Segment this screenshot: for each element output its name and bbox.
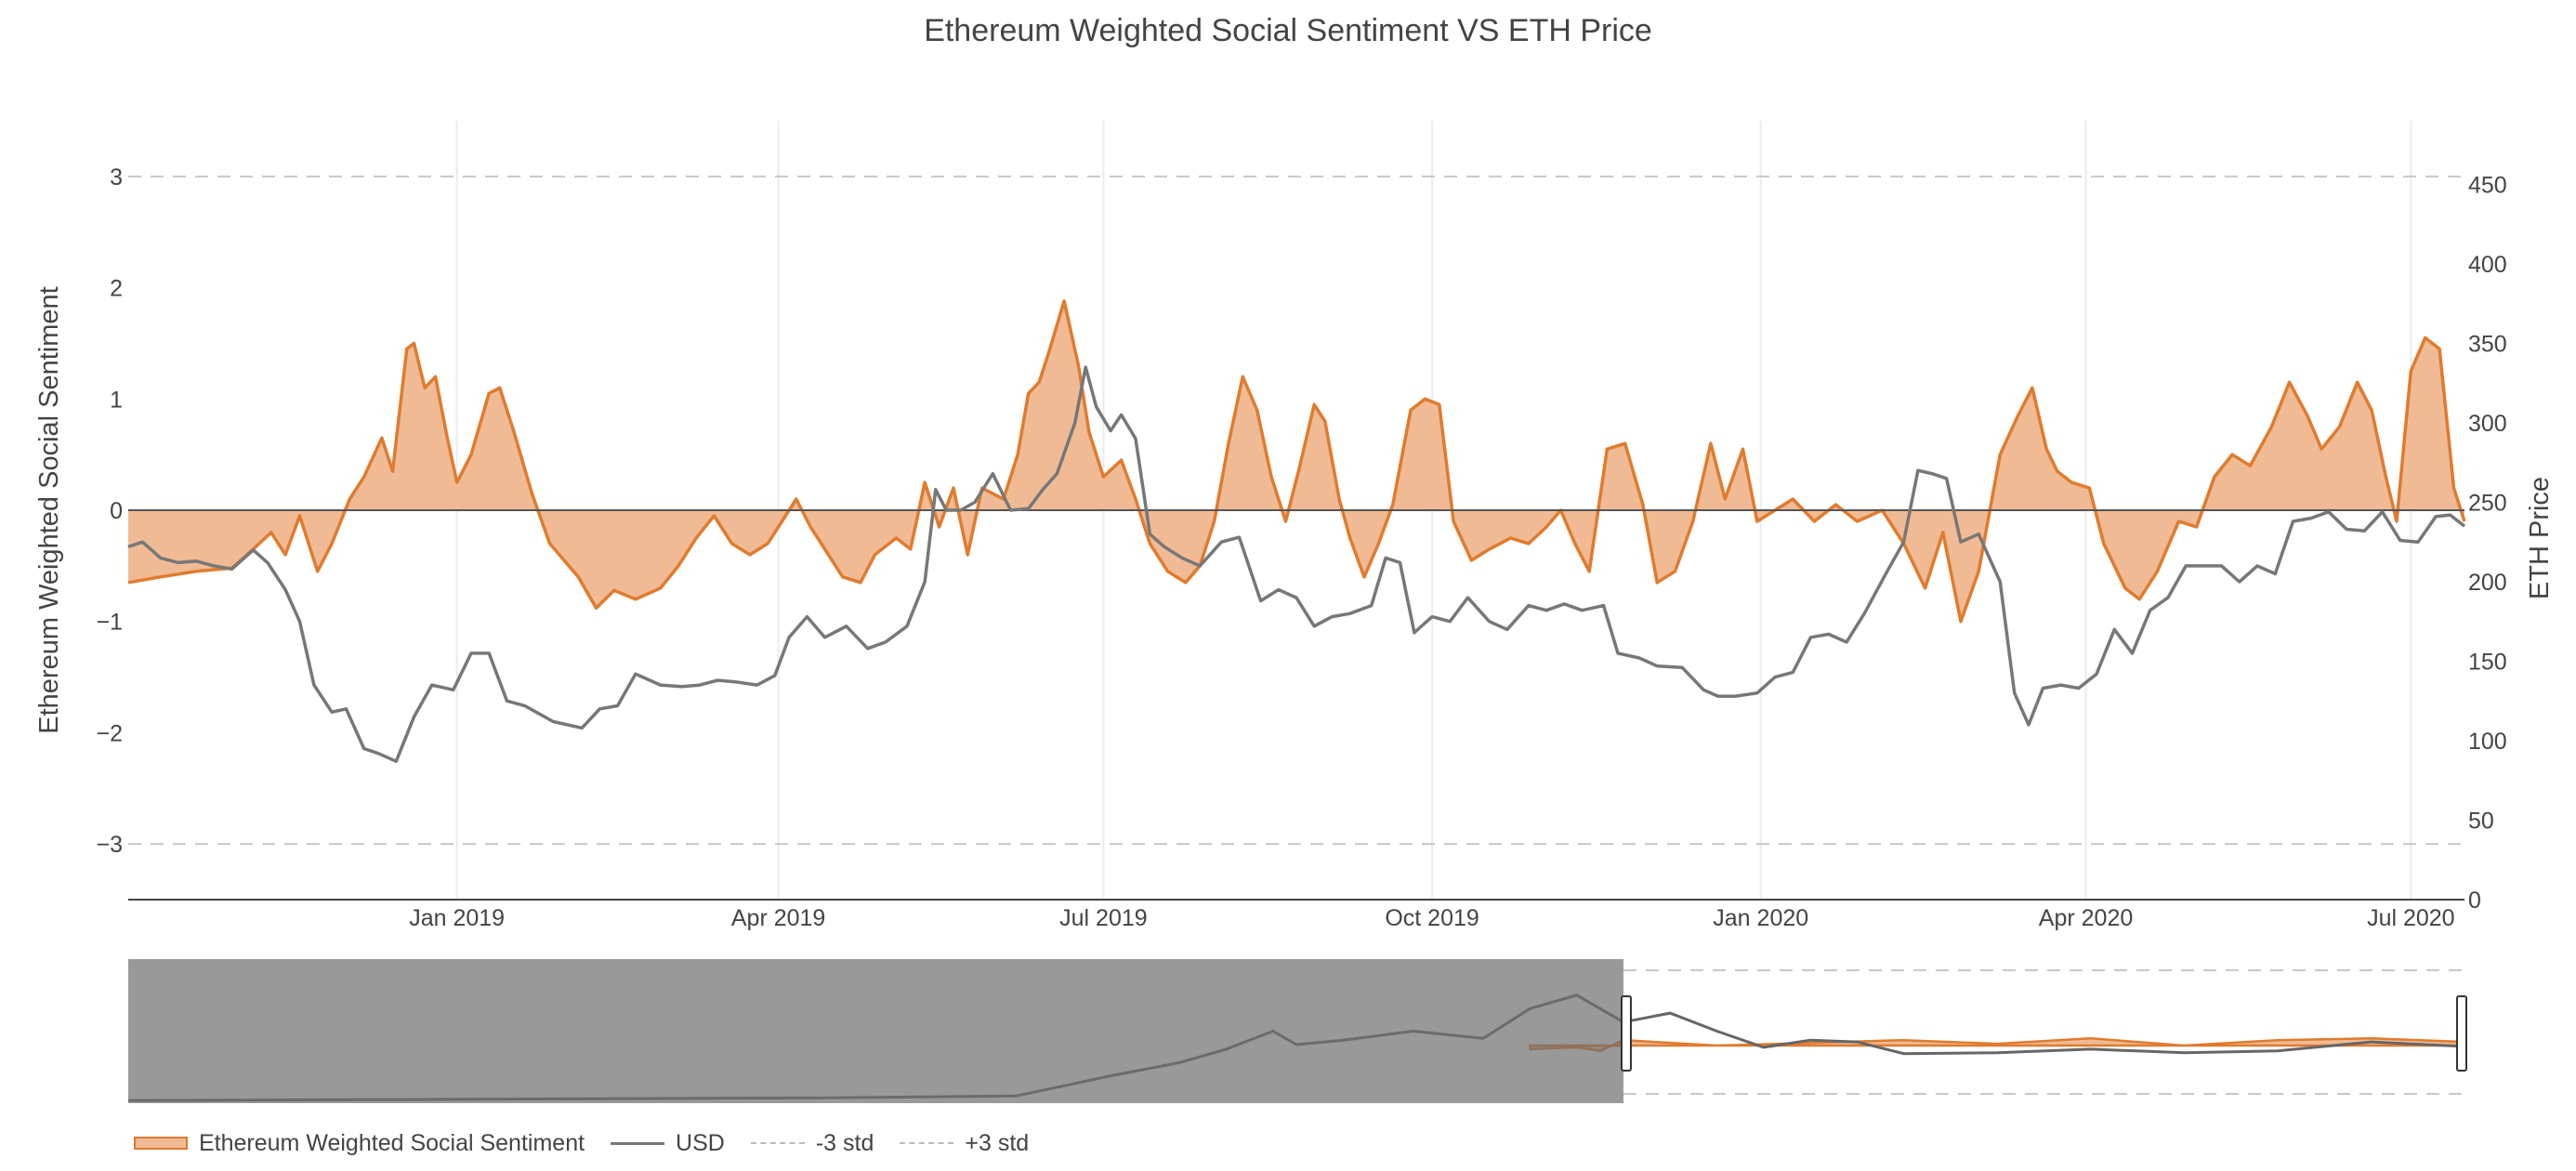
slider-handle-right[interactable]	[2456, 995, 2467, 1072]
legend-item-usd[interactable]: USD	[609, 1130, 725, 1157]
y-left-tick-label: −1	[96, 610, 123, 636]
legend-item-minus-3-std[interactable]: -3 std	[749, 1130, 874, 1157]
legend-item-sentiment[interactable]: Ethereum Weighted Social Sentiment	[132, 1130, 585, 1157]
y-right-tick-label: 300	[2468, 411, 2507, 437]
y-right-tick-label: 100	[2468, 729, 2507, 755]
legend-label-sentiment: Ethereum Weighted Social Sentiment	[199, 1129, 585, 1156]
y-right-tick-label: 150	[2468, 649, 2507, 675]
x-tick-label: Jan 2019	[409, 905, 505, 931]
y-left-tick-label: −3	[96, 832, 123, 858]
y-left-tick-label: 2	[110, 276, 123, 302]
axis-layer: Jan 2019 Apr 2019 Jul 2019 Oct 2019 Jan 2020…	[34, 164, 2555, 931]
y-right-tick-label: 250	[2468, 490, 2507, 516]
sentiment-line	[127, 299, 2466, 624]
x-tick-label: Jan 2020	[1713, 905, 1808, 931]
y-right-tick-label: 400	[2468, 252, 2507, 278]
y-left-tick-label: 1	[110, 387, 123, 413]
y-left-tick-label: −2	[96, 720, 123, 746]
y-right-tick-label: 50	[2468, 808, 2494, 834]
y-left-axis-title: Ethereum Weighted Social Sentiment	[34, 286, 64, 733]
chart-title: Ethereum Weighted Social Sentiment VS ET…	[924, 13, 1652, 48]
legend-swatch-minus-3-std	[749, 1134, 807, 1152]
series-layer	[127, 299, 2466, 763]
legend-item-plus-3-std[interactable]: +3 std	[898, 1130, 1029, 1157]
legend-label-plus-3-std: +3 std	[965, 1129, 1030, 1156]
y-right-tick-label: 450	[2468, 172, 2507, 198]
legend: Ethereum Weighted Social Sentiment USD -…	[132, 1125, 1053, 1162]
y-right-axis-title: ETH Price	[2525, 477, 2555, 599]
y-left-tick-label: 3	[110, 164, 123, 191]
x-tick-label: Jul 2020	[2367, 905, 2455, 931]
y-right-tick-label: 0	[2468, 888, 2481, 914]
legend-swatch-plus-3-std	[898, 1134, 955, 1152]
x-tick-label: Oct 2019	[1385, 905, 1479, 931]
slider-handle-left[interactable]	[1620, 995, 1632, 1072]
legend-label-minus-3-std: -3 std	[815, 1129, 874, 1156]
reference-lines	[128, 175, 2464, 846]
x-tick-label: Apr 2019	[731, 905, 825, 931]
y-right-tick-label: 350	[2468, 331, 2507, 357]
y-right-tick-label: 200	[2468, 570, 2507, 596]
y-left-tick-label: 0	[110, 498, 123, 524]
slider-unselected-mask	[128, 959, 1623, 1103]
legend-swatch-usd	[609, 1134, 666, 1152]
range-slider	[127, 959, 2467, 1103]
x-tick-label: Apr 2020	[2039, 905, 2133, 931]
sentiment-area-fill	[128, 300, 2464, 622]
usd-line	[127, 365, 2466, 763]
legend-label-usd: USD	[676, 1129, 725, 1156]
legend-swatch-sentiment	[132, 1134, 190, 1152]
x-tick-label: Jul 2019	[1059, 905, 1148, 931]
